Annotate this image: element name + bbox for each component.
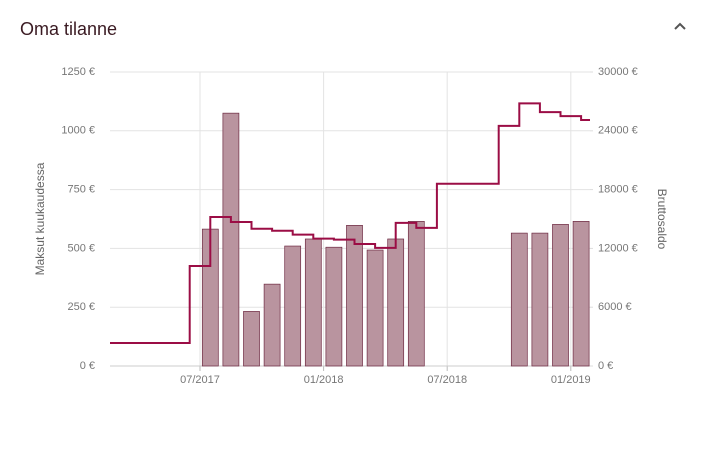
y2-tick-label: 6000 € xyxy=(598,301,632,313)
y2-tick-label: 18000 € xyxy=(598,184,638,196)
bar xyxy=(407,221,425,367)
y2-tick-label: 12000 € xyxy=(598,242,638,254)
y-tick-label: 0 € xyxy=(80,360,95,372)
y-tick-label: 500 € xyxy=(67,242,95,254)
bar xyxy=(243,311,260,367)
y-tick-label: 250 € xyxy=(67,301,95,313)
bar xyxy=(284,245,302,367)
bar xyxy=(510,232,528,367)
y-axis-title: Maksut kuukaudessa xyxy=(33,162,47,275)
chart-title: Oma tilanne xyxy=(20,19,117,39)
bar xyxy=(366,249,384,367)
bar xyxy=(304,238,322,367)
bar xyxy=(387,238,405,367)
x-tick-label: 01/2019 xyxy=(551,374,591,386)
y-tick-label: 1250 € xyxy=(61,66,95,78)
x-tick-label: 07/2017 xyxy=(180,374,220,386)
y-tick-label: 750 € xyxy=(67,184,95,196)
collapse-button[interactable] xyxy=(674,22,686,30)
y-tick-label: 1000 € xyxy=(61,125,95,137)
bar xyxy=(531,232,549,367)
bar xyxy=(572,221,590,367)
bar xyxy=(263,283,281,367)
y2-tick-label: 0 € xyxy=(598,360,613,372)
y2-tick-label: 24000 € xyxy=(598,125,638,137)
y2-axis-title: Bruttosaldo xyxy=(655,189,669,250)
bar xyxy=(222,112,240,367)
bar xyxy=(552,224,569,367)
bar xyxy=(346,225,363,367)
x-tick-label: 01/2018 xyxy=(304,374,344,386)
y2-tick-label: 30000 € xyxy=(598,66,638,78)
x-tick-label: 07/2018 xyxy=(427,374,467,386)
balance-line xyxy=(110,102,590,344)
bar xyxy=(325,246,343,367)
